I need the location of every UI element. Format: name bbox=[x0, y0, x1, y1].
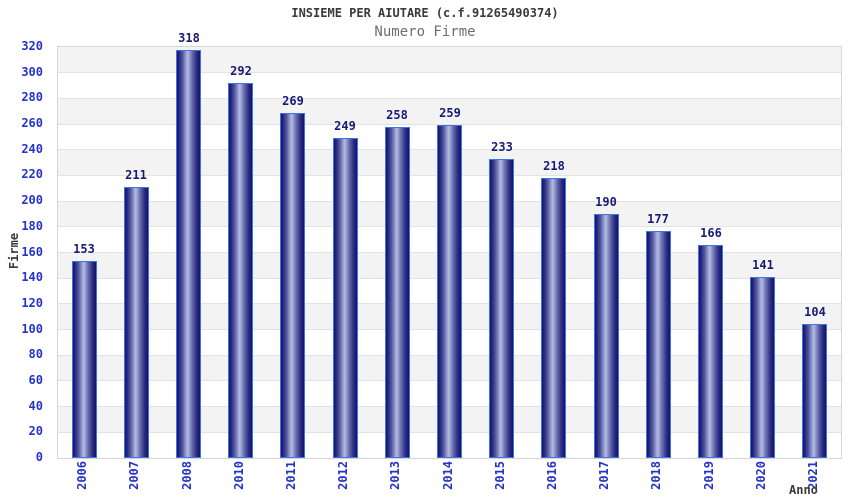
x-tick-label-text: 2010 bbox=[232, 461, 246, 490]
gridline bbox=[58, 123, 841, 125]
x-tick-label: 2017 bbox=[597, 461, 613, 499]
bar-value-label: 153 bbox=[73, 242, 95, 256]
bar-2016 bbox=[541, 178, 566, 458]
bar-value-label: 269 bbox=[282, 94, 304, 108]
bar-2015 bbox=[489, 159, 514, 458]
y-tick-label: 300 bbox=[21, 64, 43, 79]
bar-value-label: 190 bbox=[595, 195, 617, 209]
chart-subtitle: Numero Firme bbox=[374, 24, 476, 40]
x-tick-label: 2012 bbox=[336, 461, 352, 499]
x-tick-label: 2013 bbox=[388, 461, 404, 499]
bar-value-label: 177 bbox=[647, 212, 669, 226]
y-tick-label: 240 bbox=[21, 141, 43, 156]
bar-2007 bbox=[124, 187, 149, 458]
bar-value-label: 166 bbox=[700, 226, 722, 240]
bar-2014 bbox=[437, 125, 462, 458]
y-tick-label: 180 bbox=[21, 218, 43, 233]
x-tick-label: 2016 bbox=[545, 461, 561, 499]
bar-value-label: 318 bbox=[178, 31, 200, 45]
y-tick-label: 220 bbox=[21, 167, 43, 182]
x-tick-label-text: 2017 bbox=[597, 461, 611, 490]
bar-value-label: 141 bbox=[752, 258, 774, 272]
x-tick-label: 2020 bbox=[754, 461, 770, 499]
chart-title: INSIEME PER AIUTARE (c.f.91265490374) bbox=[291, 6, 559, 20]
x-tick-label-text: 2006 bbox=[75, 461, 89, 490]
y-tick-label: 100 bbox=[21, 321, 43, 336]
bar-value-label: 292 bbox=[230, 64, 252, 78]
bar-2021 bbox=[802, 324, 827, 458]
bar-2013 bbox=[385, 127, 410, 458]
x-tick-label: 2019 bbox=[702, 461, 718, 499]
bar-2019 bbox=[698, 245, 723, 458]
x-axis-ticks: 2006 2007 2008 2010 2011 2012 2013 2014 2015 2016… bbox=[57, 461, 840, 500]
y-tick-label: 40 bbox=[28, 398, 43, 413]
bar-2010 bbox=[228, 83, 253, 458]
x-tick-label: 2007 bbox=[127, 461, 143, 499]
bar-value-label: 218 bbox=[543, 159, 565, 173]
bar-2018 bbox=[646, 231, 671, 458]
y-tick-label: 160 bbox=[21, 244, 43, 259]
x-tick-label-text: 2016 bbox=[545, 461, 559, 490]
y-axis-ticks: 0 20 40 60 80 100 120 140 160 180 200 220 240 260 280 3… bbox=[0, 39, 50, 464]
x-tick-label-text: 2020 bbox=[754, 461, 768, 490]
bar-value-label: 104 bbox=[804, 305, 826, 319]
x-tick-label: 2015 bbox=[493, 461, 509, 499]
x-tick-label-text: 2012 bbox=[336, 461, 350, 490]
x-tick-label: 2018 bbox=[649, 461, 665, 499]
bar-value-label: 233 bbox=[491, 140, 513, 154]
x-tick-label-text: 2007 bbox=[127, 461, 141, 490]
y-tick-label: 320 bbox=[21, 39, 43, 53]
x-tick-label-text: 2014 bbox=[441, 461, 455, 490]
bar-value-label: 249 bbox=[334, 119, 356, 133]
y-tick-label: 280 bbox=[21, 90, 43, 105]
y-tick-label: 200 bbox=[21, 193, 43, 208]
x-tick-label-text: 2011 bbox=[284, 461, 298, 490]
x-tick-label-text: 2019 bbox=[702, 461, 716, 490]
bar-2011 bbox=[280, 113, 305, 458]
plot-area: 153 211 318 292 269 249 258 259 233 218 190 177 166 1… bbox=[57, 31, 842, 459]
bar-value-label: 259 bbox=[439, 106, 461, 120]
x-tick-label-text: 2018 bbox=[649, 461, 663, 490]
x-axis-title: Anno bbox=[789, 483, 818, 497]
bar-value-label: 258 bbox=[386, 108, 408, 122]
x-tick-label: 2010 bbox=[232, 461, 248, 499]
y-tick-label: 60 bbox=[28, 372, 43, 387]
x-tick-label-text: 2015 bbox=[493, 461, 507, 490]
y-tick-label: 80 bbox=[28, 347, 43, 362]
bar-2012 bbox=[333, 138, 358, 458]
bar-value-label: 211 bbox=[125, 168, 147, 182]
bar-2008 bbox=[176, 50, 201, 458]
y-tick-label: 20 bbox=[28, 424, 43, 439]
bar-2020 bbox=[750, 277, 775, 458]
x-tick-label-text: 2008 bbox=[180, 461, 194, 490]
gridline bbox=[58, 97, 841, 99]
x-tick-label: 2008 bbox=[180, 461, 196, 499]
y-tick-label: 260 bbox=[21, 116, 43, 131]
gridline bbox=[58, 72, 841, 74]
x-tick-label: 2011 bbox=[284, 461, 300, 499]
x-tick-label-text: 2013 bbox=[388, 461, 402, 490]
y-tick-label: 0 bbox=[35, 450, 43, 464]
x-tick-label: 2014 bbox=[441, 461, 457, 499]
y-tick-label: 120 bbox=[21, 295, 43, 310]
y-tick-label: 140 bbox=[21, 270, 43, 285]
y-axis-title: Firme bbox=[7, 232, 21, 270]
bar-2017 bbox=[594, 214, 619, 458]
bar-2006 bbox=[72, 261, 97, 458]
x-tick-label: 2006 bbox=[75, 461, 91, 499]
